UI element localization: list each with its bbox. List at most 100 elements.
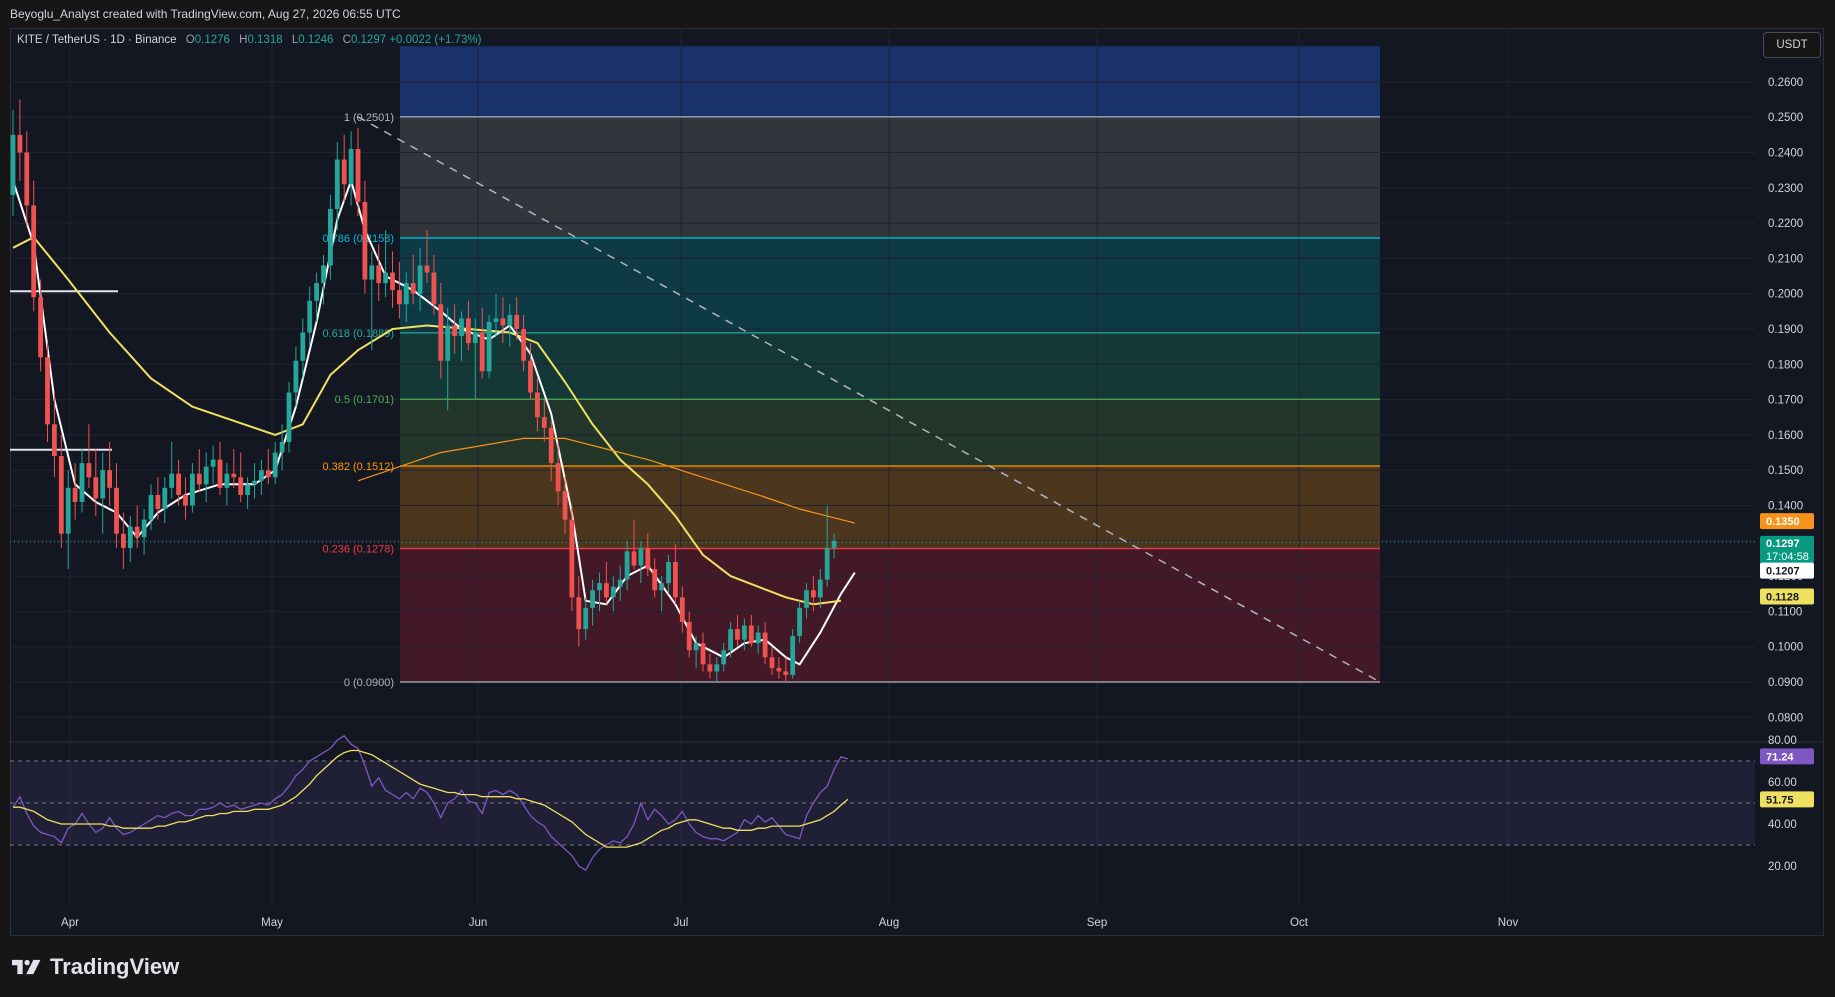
- candle: [10, 110, 16, 217]
- candle-body: [10, 134, 16, 195]
- candle-body: [597, 583, 602, 591]
- candle-body: [265, 470, 271, 478]
- candle: [790, 629, 796, 679]
- candle: [203, 452, 209, 502]
- candle-body: [52, 424, 57, 457]
- candle-body: [300, 332, 306, 361]
- price-axis-label: 0.0800: [1768, 712, 1803, 724]
- candle: [631, 519, 637, 570]
- rsi-axis-label: 80.00: [1768, 735, 1797, 747]
- candle-body: [452, 325, 457, 337]
- symbol-name[interactable]: KITE / TetherUS · 1D · Binance: [17, 34, 177, 46]
- candle-body: [797, 607, 802, 637]
- rsi-value-tag: 71.24: [1760, 748, 1814, 765]
- high-label: H: [239, 34, 248, 46]
- candle: [769, 646, 775, 675]
- price-tag-slow-ma-text: 0.1350: [1766, 516, 1800, 528]
- candle: [735, 614, 740, 647]
- candle: [390, 251, 395, 308]
- tradingview-icon: [12, 959, 41, 975]
- candle-body: [259, 470, 264, 481]
- price-axis-label: 0.2500: [1768, 112, 1803, 124]
- candle-body: [804, 590, 809, 608]
- candle: [831, 533, 837, 559]
- candle-body: [624, 551, 630, 580]
- candle: [804, 583, 809, 619]
- rsi-value-tag: 51.75: [1760, 791, 1814, 808]
- candle: [169, 441, 175, 499]
- candle: [507, 304, 513, 347]
- price-tag-fast-ma: 0.1207: [1760, 562, 1814, 579]
- candle-body: [217, 459, 223, 488]
- candle: [562, 477, 568, 534]
- candle: [762, 621, 768, 665]
- candle-body: [693, 643, 699, 651]
- candle: [86, 424, 92, 488]
- candle-body: [762, 632, 768, 658]
- candle: [369, 251, 375, 351]
- fib-zone: [400, 116, 1380, 238]
- candle: [459, 311, 464, 361]
- candle-body: [521, 329, 526, 361]
- price-axis-label: 0.0900: [1768, 677, 1803, 689]
- candle: [300, 318, 306, 379]
- candle-body: [293, 360, 299, 393]
- price-axis-label: 0.2000: [1768, 289, 1803, 301]
- candle: [617, 565, 623, 601]
- price-axis-label: 0.1400: [1768, 501, 1803, 513]
- candle-body: [590, 590, 595, 608]
- candle-body: [45, 357, 50, 425]
- candle: [183, 477, 188, 520]
- candle: [238, 452, 244, 502]
- price-axis-label: 0.2100: [1768, 253, 1803, 265]
- candle-body: [176, 473, 181, 495]
- candle-body: [162, 487, 168, 510]
- candle-body: [58, 456, 64, 534]
- brand-name: TradingView: [50, 954, 180, 979]
- candle: [673, 544, 678, 605]
- candle: [176, 459, 181, 506]
- candle-body: [679, 597, 685, 622]
- candle: [755, 625, 761, 654]
- candle-body: [514, 314, 520, 329]
- fib-level-label: 0.236 (0.1278): [322, 544, 394, 556]
- candle-body: [576, 597, 582, 630]
- close-value: 0.1297: [350, 34, 387, 46]
- candle: [107, 441, 112, 506]
- candle-body: [403, 283, 409, 305]
- price-axis-label: 0.1500: [1768, 465, 1803, 477]
- candle-body: [631, 551, 637, 566]
- candle: [472, 318, 478, 400]
- last-price-tag-bg: [1760, 535, 1814, 564]
- candle-body: [155, 494, 161, 510]
- candle-body: [134, 526, 140, 538]
- candle-body: [610, 586, 616, 598]
- price-axis-label: 0.1700: [1768, 395, 1803, 407]
- price-axis-label: 0.2600: [1768, 77, 1803, 89]
- tradingview-logo[interactable]: TradingView: [12, 952, 179, 982]
- candle-body: [659, 583, 664, 591]
- candle: [341, 134, 347, 202]
- candle-body: [783, 671, 789, 675]
- candle: [362, 180, 368, 294]
- currency-button[interactable]: USDT: [1763, 32, 1821, 58]
- chart-frame[interactable]: [10, 28, 1824, 936]
- candle-body: [279, 441, 285, 453]
- candle-body: [673, 561, 678, 598]
- candle-body: [121, 533, 126, 548]
- candle: [666, 554, 671, 594]
- candle-body: [583, 607, 589, 630]
- candle: [700, 632, 706, 672]
- candle: [334, 141, 340, 231]
- candle: [590, 579, 595, 626]
- price-axis-label: 0.1000: [1768, 642, 1803, 654]
- candle: [597, 572, 602, 612]
- time-axis-label: Oct: [1290, 917, 1309, 929]
- candle: [431, 254, 437, 315]
- candle: [604, 561, 609, 605]
- candle-body: [776, 667, 782, 672]
- price-tag-fast-ma-text: 0.1207: [1766, 566, 1800, 578]
- candle: [417, 247, 423, 312]
